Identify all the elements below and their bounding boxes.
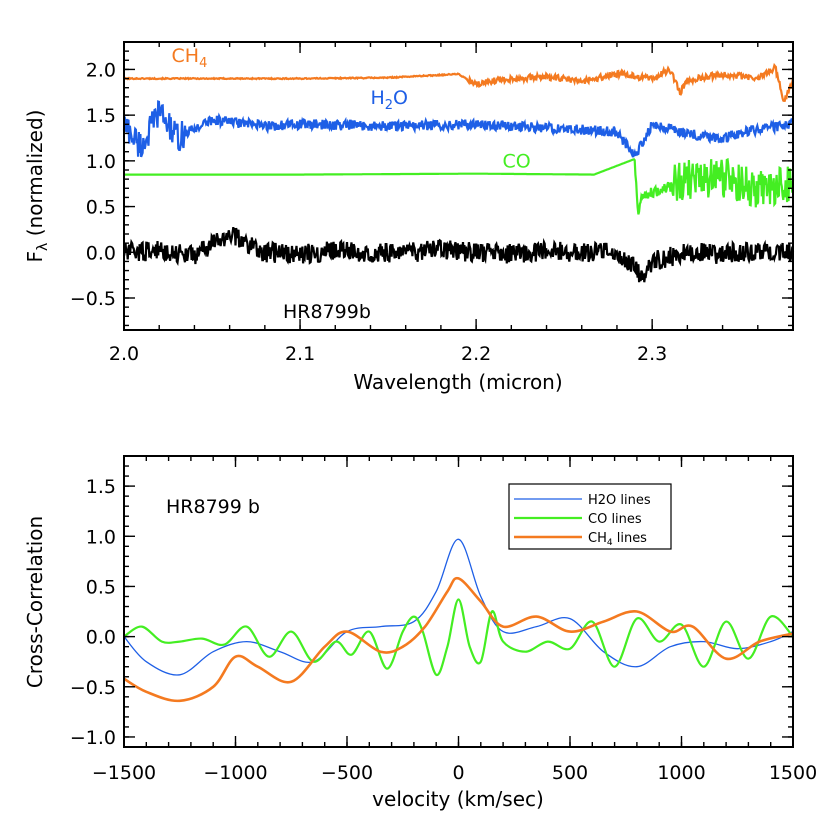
bottom-panel-title: HR8799 b	[166, 496, 260, 518]
top-plot-frame	[123, 41, 794, 331]
top-x-tick-label: 2.2	[461, 343, 491, 365]
series-line-h2o	[122, 100, 794, 158]
top-y-tick-label: 0.5	[86, 197, 116, 219]
top-series-group	[122, 62, 795, 283]
bottom-x-tick-label: −1500	[92, 762, 156, 784]
series-label-ch4: CH4	[172, 45, 208, 71]
top-axis-ticks: 2.0 2.1 2.2 2.3 −0.5 0.0 0.5 1.0 1.5 2.0	[70, 42, 794, 365]
legend-label: H2O lines	[588, 493, 651, 508]
top-x-tick-label: 2.3	[637, 343, 667, 365]
bottom-y-axis-label: Cross-Correlation	[23, 516, 47, 688]
series-line-co-lines	[123, 598, 794, 676]
bottom-panel: −1500 −1000 −500 0 500 1000 1500 −1.0 −0.5 0.0 0.5…	[23, 455, 817, 811]
top-y-label-sub: λ	[35, 243, 51, 251]
top-panel: 2.0 2.1 2.2 2.3 −0.5 0.0 0.5 1.0 1.5 2.0 CH4 H2O CO…	[23, 41, 795, 394]
bottom-y-tick-label: 0.0	[86, 627, 116, 649]
top-y-tick-label: 1.0	[86, 151, 116, 173]
bottom-x-tick-label: −500	[321, 762, 373, 784]
top-y-tick-label: −0.5	[70, 288, 116, 310]
top-y-label-main: F	[23, 251, 47, 263]
bottom-x-tick-label: 1500	[769, 762, 817, 784]
bottom-x-axis-label: velocity (km/sec)	[372, 787, 544, 811]
legend-entries: H2O lines CO lines CH4 lines	[514, 493, 651, 548]
series-label-h2o: H2O	[370, 87, 408, 113]
series-line-ch4	[123, 62, 795, 103]
top-x-tick-label: 2.0	[109, 343, 139, 365]
series-line-co	[124, 157, 795, 215]
bottom-y-tick-label: 1.0	[86, 526, 116, 548]
bottom-x-tick-label: 0	[452, 762, 464, 784]
top-y-tick-label: 2.0	[86, 59, 116, 81]
top-y-tick-label: 0.0	[86, 242, 116, 264]
legend-label: CO lines	[588, 512, 642, 527]
bottom-y-tick-label: −0.5	[70, 677, 116, 699]
top-y-axis-label: Fλ (normalized)	[23, 110, 51, 263]
series-line-hr8799b	[122, 227, 795, 283]
series-line-ch4-lines	[123, 576, 794, 703]
top-x-tick-label: 2.1	[285, 343, 315, 365]
bottom-legend: H2O lines CO lines CH4 lines	[508, 483, 672, 550]
bottom-y-tick-label: −1.0	[70, 727, 116, 749]
top-annotation: HR8799b	[283, 301, 371, 323]
top-y-tick-label: 1.5	[86, 105, 116, 127]
bottom-x-tick-label: 500	[552, 762, 588, 784]
bottom-series-group	[123, 538, 794, 703]
top-series-labels: CH4 H2O CO	[172, 45, 531, 172]
bottom-y-tick-label: 0.5	[86, 576, 116, 598]
series-label-co: CO	[503, 150, 531, 172]
top-y-label-rest: (normalized)	[23, 110, 47, 243]
bottom-x-tick-label: −1000	[203, 762, 267, 784]
bottom-y-tick-label: 1.5	[86, 476, 116, 498]
legend-label: CH4 lines	[588, 531, 647, 548]
legend-box	[508, 483, 672, 550]
bottom-x-tick-label: 1000	[657, 762, 705, 784]
top-x-axis-label: Wavelength (micron)	[353, 370, 562, 394]
bottom-axis-ticks: −1500 −1000 −500 0 500 1000 1500 −1.0 −0.5 0.0 0.5…	[70, 456, 817, 784]
series-line-h2o-lines	[123, 538, 794, 676]
